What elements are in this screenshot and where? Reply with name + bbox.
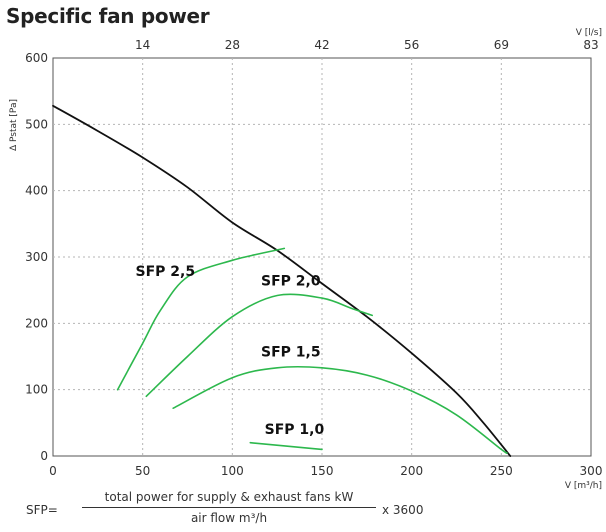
x-tick-label: 100 <box>221 464 244 478</box>
x-axis-label: V [m³/h] <box>565 481 602 490</box>
fan-curve-line <box>52 104 512 457</box>
y-tick-label: 400 <box>25 184 48 198</box>
top-tick-label: 28 <box>225 38 240 52</box>
sfp-2-0-line <box>145 293 373 398</box>
formula-fraction: total power for supply & exhaust fans kW… <box>82 490 376 525</box>
sfp-annotation: SFP 1,5 <box>261 345 321 361</box>
top-tick-label: 56 <box>404 38 419 52</box>
sfp-annotation: SFP 2,0 <box>261 274 321 290</box>
sfp-1-0-line <box>249 441 323 451</box>
chart-svg: 0 50 100 150 200 250 300 0 100 200 300 400 500 600 14 2… <box>9 28 603 490</box>
x-tick-label: 150 <box>311 464 334 478</box>
formula-lhs: SFP= <box>26 503 58 517</box>
y-axis-label: Δ Pstat [Pa] <box>9 99 19 151</box>
top-tick-label: 83 <box>583 38 598 52</box>
y-tick-label: 0 <box>40 449 48 463</box>
x-tick-label: 50 <box>135 464 150 478</box>
y-tick-label: 600 <box>25 51 48 65</box>
top-tick-label: 42 <box>314 38 329 52</box>
chart-title: Specific fan power <box>6 4 210 28</box>
y-tick-label: 100 <box>25 383 48 397</box>
sfp-2-5-line <box>116 247 286 391</box>
sfp-annotation: SFP 2,5 <box>135 264 195 280</box>
top-tick-label: 14 <box>135 38 150 52</box>
y-tick-label: 200 <box>25 316 48 330</box>
x-tick-label: 300 <box>580 464 603 478</box>
sfp-annotation: SFP 1,0 <box>265 422 325 438</box>
formula-denominator: air flow m³/h <box>190 511 268 525</box>
x-tick-label: 250 <box>490 464 513 478</box>
top-axis-label: V [l/s] <box>576 28 602 38</box>
formula-numerator: total power for supply & exhaust fans kW <box>82 490 376 508</box>
sfp-1-5-line <box>172 365 508 454</box>
x-tick-label: 200 <box>400 464 423 478</box>
formula-rhs: x 3600 <box>382 503 424 517</box>
top-tick-label: 69 <box>494 38 509 52</box>
y-tick-label: 500 <box>25 117 48 131</box>
x-tick-label: 0 <box>49 464 57 478</box>
y-tick-label: 300 <box>25 250 48 264</box>
